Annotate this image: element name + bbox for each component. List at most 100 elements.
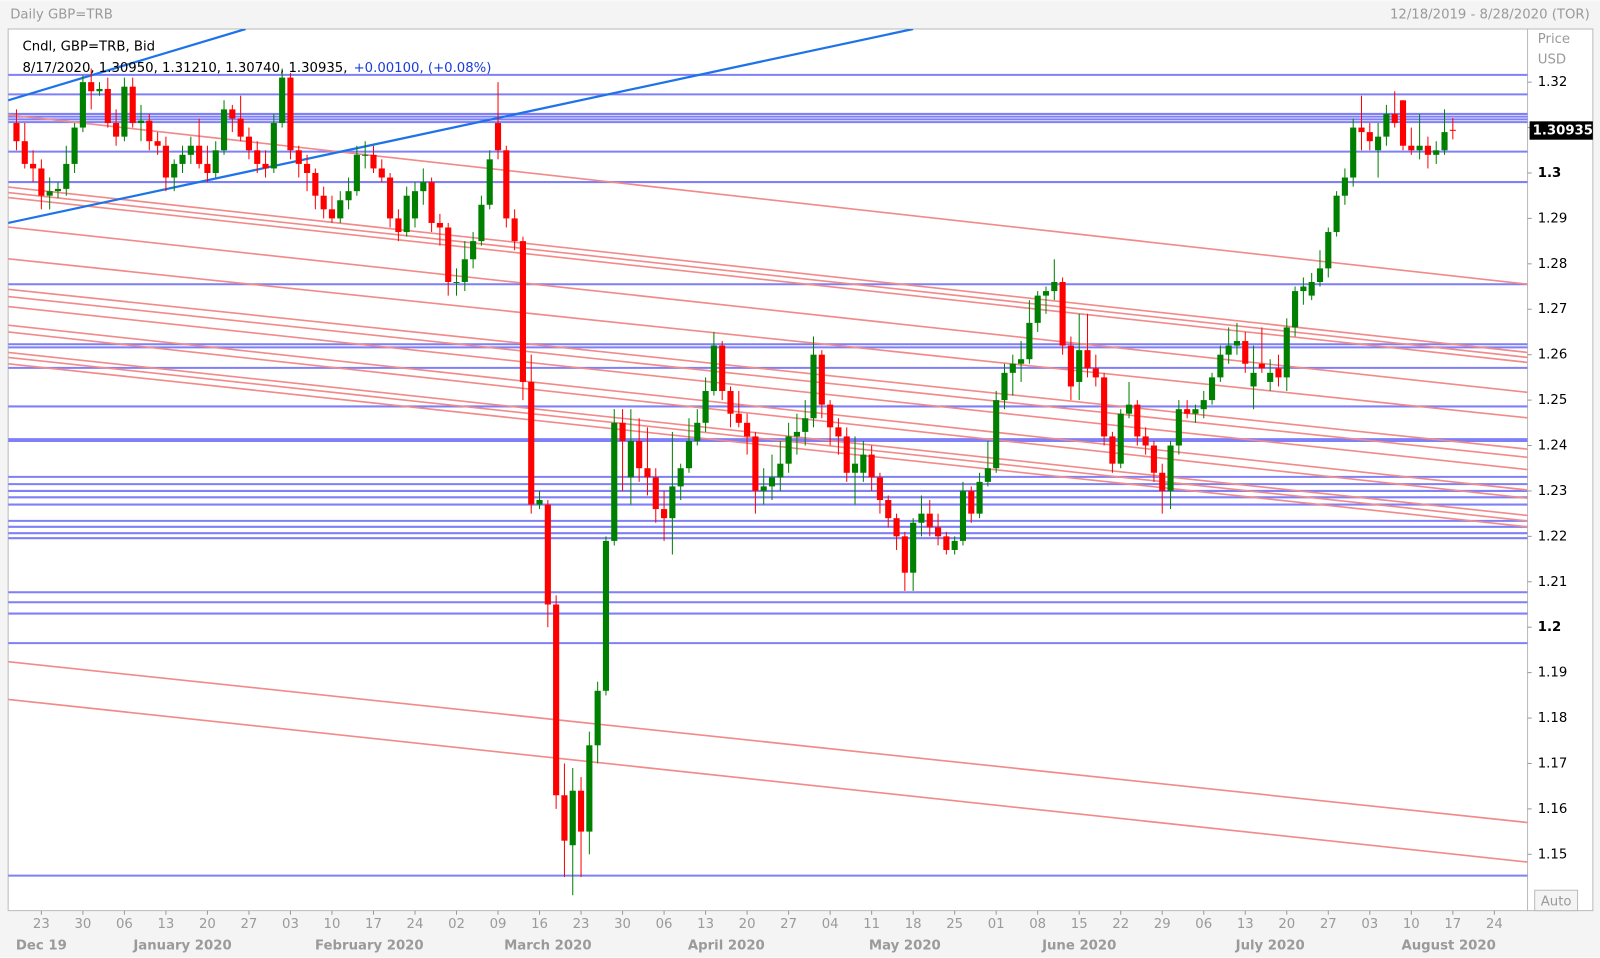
month-label: March 2020 xyxy=(504,938,591,953)
candle-body xyxy=(1059,281,1066,346)
candle-body xyxy=(229,109,236,119)
candle-body xyxy=(1424,145,1431,155)
candle-body xyxy=(387,177,394,219)
auto-button-label[interactable]: Auto xyxy=(1541,894,1572,909)
x-tick-label: 10 xyxy=(1403,917,1420,932)
candle-body xyxy=(1034,295,1041,323)
x-tick-label: 20 xyxy=(199,917,216,932)
y-tick-label: 1.15 xyxy=(1538,847,1568,862)
candle-body xyxy=(553,604,560,796)
candle-body xyxy=(702,391,709,423)
x-tick-label: 30 xyxy=(74,917,91,932)
candle-body xyxy=(544,504,551,605)
candle-body xyxy=(287,77,294,151)
y-tick-label: 1.23 xyxy=(1538,484,1568,499)
readout: 8/17/2020, 1.30950, 1.31210, 1.30740, 1.… xyxy=(22,61,347,76)
candle-body xyxy=(1308,281,1315,296)
candle-body xyxy=(1391,113,1398,124)
candle-body xyxy=(1200,400,1207,410)
candle-body xyxy=(30,163,37,169)
candle-body xyxy=(1076,350,1083,382)
y-tick-label: 1.28 xyxy=(1538,257,1568,272)
candle-body xyxy=(403,195,410,233)
axis-title: USD xyxy=(1538,53,1566,68)
month-label: Dec 19 xyxy=(16,938,67,953)
candle-body xyxy=(586,745,593,832)
y-tick-label: 1.17 xyxy=(1538,756,1568,771)
channel-line xyxy=(8,114,1528,286)
candle-body xyxy=(129,86,136,124)
candle-body xyxy=(1358,127,1365,133)
channel-line xyxy=(8,698,1528,863)
candle-body xyxy=(1101,377,1108,437)
candle-body xyxy=(1341,177,1348,196)
candle-body xyxy=(768,477,776,487)
legend: Cndl, GBP=TRB, Bid xyxy=(22,39,155,54)
candle-body xyxy=(1250,372,1257,387)
candle-body xyxy=(1184,409,1191,414)
candle-body xyxy=(785,436,792,464)
candle-body xyxy=(171,163,178,178)
candle-body xyxy=(710,345,717,392)
x-tick-label: 04 xyxy=(822,917,839,932)
readout-change: +0.00100, (+0.08%) xyxy=(354,61,492,76)
month-label: May 2020 xyxy=(869,938,941,953)
y-tick-label: 1.21 xyxy=(1538,575,1568,590)
y-tick-label: 1.25 xyxy=(1538,393,1568,408)
candle-body xyxy=(1225,345,1232,355)
candle-body xyxy=(760,486,767,491)
x-tick-label: 17 xyxy=(1444,917,1461,932)
candle-body xyxy=(1433,150,1440,155)
channel-line xyxy=(8,660,1528,824)
candle-body xyxy=(204,163,211,173)
candle-body xyxy=(1042,291,1050,296)
candle-body xyxy=(594,690,601,746)
candle-body xyxy=(411,191,419,219)
channel-line xyxy=(8,226,1528,394)
candle-body xyxy=(1217,354,1224,378)
x-tick-label: 27 xyxy=(241,917,258,932)
x-tick-label: 24 xyxy=(407,917,424,932)
candle-body xyxy=(337,200,344,219)
x-tick-label: 13 xyxy=(157,917,174,932)
candle-body xyxy=(1026,322,1033,360)
y-tick-label: 1.32 xyxy=(1538,75,1568,90)
candle-body xyxy=(154,141,161,146)
x-tick-label: 01 xyxy=(988,917,1005,932)
last-price-label: 1.30935 xyxy=(1533,124,1593,139)
candle-body xyxy=(851,463,859,473)
candle-body xyxy=(636,440,643,469)
candle-body xyxy=(1283,327,1290,378)
month-label: April 2020 xyxy=(688,938,765,953)
candle-body xyxy=(113,123,120,137)
candle-body xyxy=(611,422,618,541)
candle-body xyxy=(470,241,477,260)
candle-body xyxy=(1258,363,1265,369)
candle-body xyxy=(661,509,668,519)
candle-body xyxy=(735,413,742,423)
candle-body xyxy=(959,490,967,541)
candle-body xyxy=(1067,345,1074,387)
channel-line xyxy=(8,258,1528,419)
candle-body xyxy=(445,227,452,282)
candle-body xyxy=(104,88,111,124)
candle-body xyxy=(1001,372,1008,401)
auto-button[interactable] xyxy=(1534,889,1579,912)
x-tick-label: 11 xyxy=(863,917,880,932)
x-tick-label: 20 xyxy=(1278,917,1295,932)
channel-line xyxy=(8,295,1528,459)
candle-body xyxy=(577,790,585,832)
trend-line xyxy=(8,29,246,102)
candle-body xyxy=(1399,100,1407,146)
y-tick-label: 1.24 xyxy=(1538,439,1568,454)
candle-body xyxy=(993,400,1000,469)
candle-body xyxy=(918,513,925,523)
candle-body xyxy=(54,188,62,192)
month-label: February 2020 xyxy=(315,938,424,953)
candle-body xyxy=(685,440,693,469)
candle-body xyxy=(511,218,518,242)
month-label: January 2020 xyxy=(132,938,231,953)
candle-body xyxy=(984,468,991,482)
candle-body xyxy=(943,536,950,550)
